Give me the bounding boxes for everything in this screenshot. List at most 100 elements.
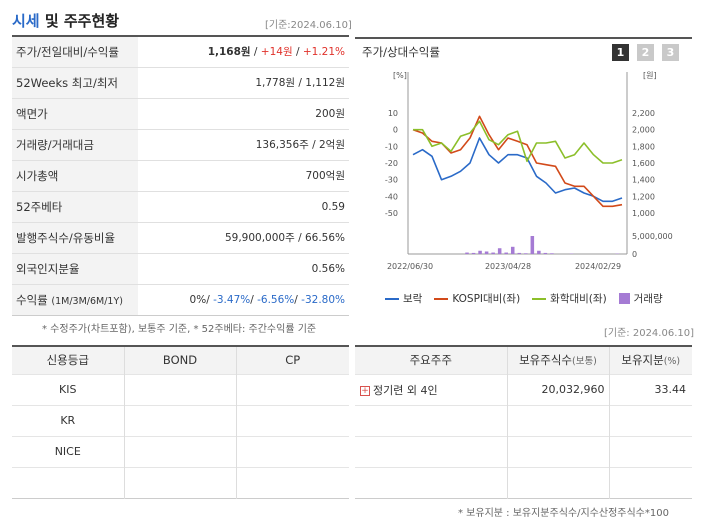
summary-row-52w: 52Weeks 최고/최저 1,778원 / 1,112원 [12, 68, 349, 99]
holder-name [355, 466, 507, 498]
returns-label-sub: (1M/3M/6M/1Y) [51, 296, 123, 307]
price-change: +14원 [260, 46, 293, 58]
table-row [355, 404, 692, 436]
left-tick-label: 0 [393, 126, 398, 135]
return-3m: -3.47% [213, 294, 251, 306]
credit-cp [235, 435, 349, 467]
credit-cp [235, 373, 349, 405]
credit-agency [12, 466, 124, 498]
credit-bond [123, 466, 236, 498]
volume-bar [537, 250, 541, 254]
summary-value: 59,900,000주 / 66.56% [224, 232, 345, 244]
summary-label: 발행주식수/유동비율 [12, 223, 138, 253]
credit-rating-table: 신용등급 BOND CP KIS KR NICE [12, 345, 349, 499]
legend-kospi: KOSPI대비(좌) [452, 293, 521, 305]
holder-header-ratio: 보유지분(%) [608, 346, 692, 374]
volume-tick-label: 0 [632, 250, 637, 259]
credit-header-bond: BOND [123, 346, 236, 374]
chart-tab-2[interactable]: 2 [637, 44, 654, 61]
holder-shares [506, 466, 609, 498]
chart-base-date: [기준: 2024.06.10] [604, 328, 695, 339]
holder-header-name: 주요주주 [355, 346, 507, 374]
holder-name-cell[interactable]: + 정기련 외 4인 [355, 373, 507, 405]
holder-header-shares: 보유주식수(보통) [506, 346, 609, 374]
summary-label: 52Weeks 최고/최저 [12, 68, 138, 98]
volume-bar [510, 246, 515, 254]
holder-ratio [608, 404, 692, 436]
credit-agency: KIS [12, 373, 124, 405]
chart-tab-3[interactable]: 3 [662, 44, 679, 61]
summary-label: 거래량/거래대금 [12, 130, 138, 160]
expand-plus-icon[interactable]: + [360, 385, 370, 396]
volume-bar [484, 251, 489, 254]
table-row: + 정기련 외 4인 20,032,960 33.44 [355, 373, 692, 405]
credit-cp [235, 466, 349, 498]
summary-label: 52주베타 [12, 192, 138, 222]
volume-bar [504, 252, 508, 254]
credit-bond [123, 404, 236, 436]
current-price: 1,168원 [207, 46, 251, 58]
credit-header-rating: 신용등급 [12, 346, 124, 374]
summary-row-returns: 수익률 (1M/3M/6M/1Y) 0%/ -3.47%/ -6.56%/ -3… [12, 285, 349, 316]
price-change-ratio: +1.21% [302, 46, 345, 58]
table-row: KIS [12, 373, 349, 405]
left-axis-unit: [%] [393, 71, 407, 80]
summary-value: 136,356주 / 2억원 [255, 139, 345, 151]
legend-volume: 거래량 [633, 293, 663, 305]
summary-label: 주가/전일대비/수익률 [12, 37, 138, 67]
shareholder-table: 주요주주 보유주식수(보통) 보유지분(%) + 정기련 외 4인 20,032,… [355, 345, 692, 499]
chart-panel [355, 37, 692, 312]
return-1y: -32.80% [301, 294, 345, 306]
volume-bar [530, 236, 535, 254]
holder-shares [506, 404, 609, 436]
holder-shares [506, 435, 609, 467]
page-title-highlight: 시세 [12, 12, 40, 30]
holder-name: 정기련 외 4인 [373, 383, 438, 397]
summary-label: 외국인지분율 [12, 254, 138, 284]
table-row [12, 466, 349, 498]
volume-bar [517, 252, 522, 254]
left-tick-label: -50 [385, 209, 398, 218]
summary-row-volume: 거래량/거래대금 136,356주 / 2억원 [12, 130, 349, 161]
series-line-2 [412, 115, 623, 208]
x-tick-label: 2024/02/29 [575, 262, 621, 271]
left-tick-label: -20 [385, 159, 398, 168]
chart-title: 주가/상대수익률 [362, 45, 440, 59]
left-tick-label: -40 [385, 192, 398, 201]
legend-swatch-volume [618, 293, 630, 304]
holder-note: * 보유지분 : 보유지분주식수/지수산정주식수*100 [458, 508, 669, 519]
table-row [355, 435, 692, 467]
summary-value: 200원 [315, 108, 345, 120]
volume-bar [471, 252, 476, 254]
holder-shares: 20,032,960 [506, 373, 609, 405]
left-tick-label: -10 [385, 142, 398, 151]
left-tick-label: 10 [388, 109, 398, 118]
credit-cp [235, 404, 349, 436]
summary-row-foreign: 외국인지분율 0.56% [12, 254, 349, 285]
right-tick-label: 1,000 [632, 209, 655, 218]
summary-top-border [12, 35, 349, 37]
x-tick-label: 2022/06/30 [387, 262, 433, 271]
summary-row-par: 액면가 200원 [12, 99, 349, 130]
legend-swatch-kospi [434, 297, 449, 300]
summary-value: 0.56% [311, 263, 345, 275]
credit-header-cp: CP [235, 346, 349, 374]
credit-agency: KR [12, 404, 124, 436]
summary-value: 0.59 [321, 201, 345, 213]
volume-bar [497, 248, 502, 254]
volume-bar [524, 253, 528, 254]
holder-name [355, 404, 507, 436]
right-axis-unit: [원] [643, 71, 657, 80]
legend-swatch-chem [532, 297, 547, 300]
left-tick-label: -30 [385, 176, 398, 185]
summary-row-price: 주가/전일대비/수익률 1,168원 / +14원 / +1.21% [12, 37, 349, 68]
summary-value: 1,778원 / 1,112원 [255, 77, 345, 89]
summary-value: 700억원 [305, 170, 345, 182]
holder-header-ratio-unit: (%) [663, 356, 681, 368]
holder-ratio [608, 435, 692, 467]
volume-bar [543, 252, 548, 254]
holder-ratio: 33.44 [608, 373, 692, 405]
holder-ratio [608, 466, 692, 498]
volume-bar [478, 250, 482, 254]
chart-tab-1[interactable]: 1 [612, 44, 629, 61]
